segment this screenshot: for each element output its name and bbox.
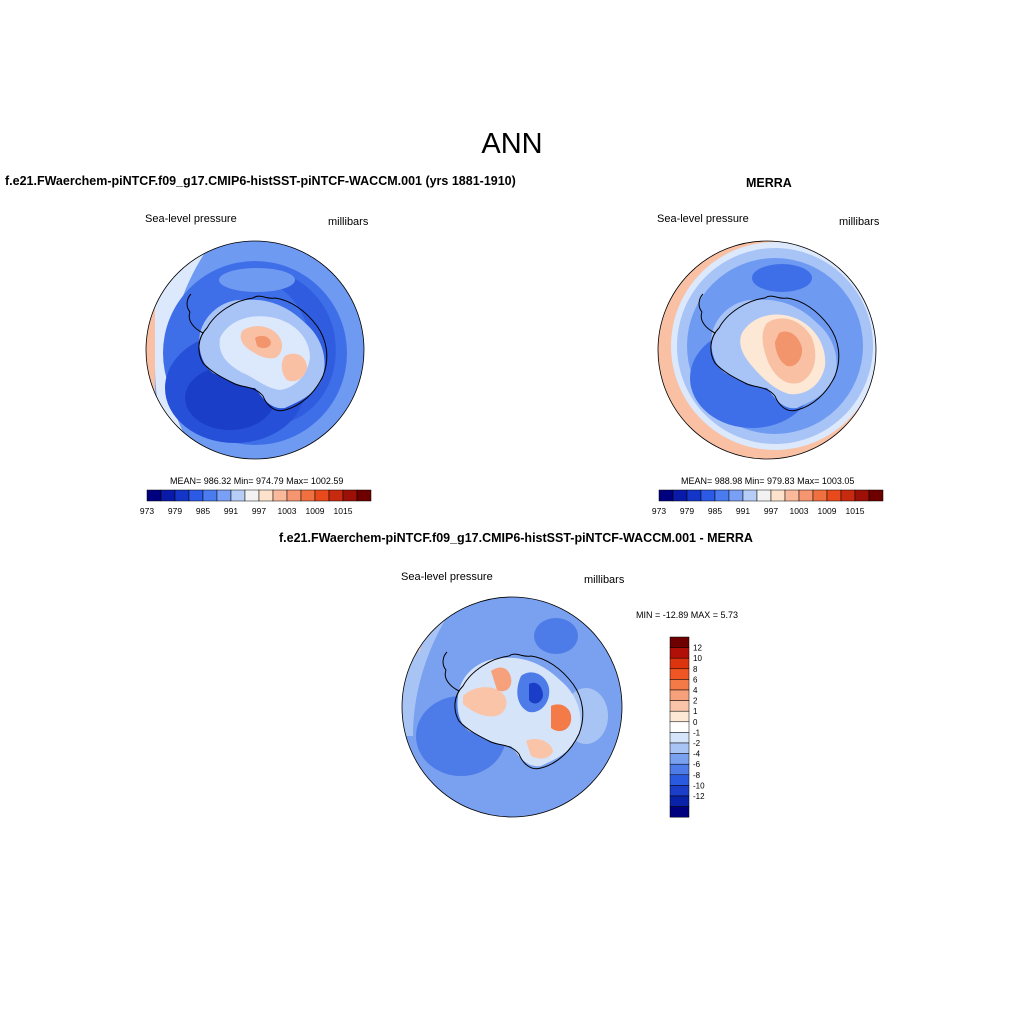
right-colorbar-tick-label: 1003 — [790, 506, 809, 516]
right-colorbar-swatch — [840, 489, 856, 502]
right-colorbar-tick-label: 991 — [736, 506, 750, 516]
diff-colorbar-swatch — [669, 689, 690, 701]
right-colorbar-tick-label: 997 — [764, 506, 778, 516]
left-units-label: millibars — [328, 216, 369, 228]
figure-title: ANN — [481, 128, 543, 160]
right-colorbar-swatch — [812, 489, 828, 502]
left-colorbar-swatch — [328, 489, 344, 502]
right-variable-label: Sea-level pressure — [657, 213, 749, 225]
left-colorbar-tick-label: 973 — [140, 506, 154, 516]
right-colorbar-swatch — [854, 489, 870, 502]
right-colorbar-swatch — [686, 489, 702, 502]
diff-colorbar-tick-label: -2 — [693, 739, 701, 748]
left-polar-map — [145, 240, 365, 460]
right-colorbar: 973 979 985 991 997 1003 1009 1015 — [652, 489, 884, 516]
diff-colorbar-swatch — [669, 710, 690, 723]
diff-colorbar-swatch — [669, 753, 690, 765]
right-panel-title: MERRA — [746, 176, 792, 190]
diff-colorbar-swatch — [669, 732, 690, 744]
left-colorbar-swatch — [216, 489, 232, 502]
right-colorbar-swatch — [784, 489, 800, 502]
right-units-label: millibars — [839, 216, 880, 228]
left-colorbar-swatch — [188, 489, 204, 502]
right-colorbar-tick-label: 973 — [652, 506, 666, 516]
diff-colorbar-tick-label: 1 — [693, 707, 698, 716]
diff-colorbar-tick-label: 8 — [693, 665, 698, 674]
right-colorbar-swatch — [672, 489, 688, 502]
diff-panel-title: f.e21.FWaerchem-piNTCF.f09_g17.CMIP6-his… — [279, 531, 753, 545]
diff-colorbar-swatch — [669, 795, 690, 807]
diff-colorbar-tick-label: 10 — [693, 654, 702, 663]
left-colorbar-swatch — [202, 489, 218, 502]
diff-colorbar-tick-label: 2 — [693, 697, 698, 706]
diff-colorbar-swatch — [669, 785, 690, 797]
left-panel-title: f.e21.FWaerchem-piNTCF.f09_g17.CMIP6-his… — [5, 174, 516, 188]
right-polar-map — [657, 240, 877, 460]
left-colorbar-swatch — [244, 489, 260, 502]
left-colorbar-tick-label: 1003 — [278, 506, 297, 516]
diff-colorbar-tick-label: -1 — [693, 728, 701, 737]
diff-colorbar-swatch — [669, 700, 690, 712]
left-colorbar-swatch — [286, 489, 302, 502]
diff-colorbar-tick-label: -8 — [693, 771, 701, 780]
diff-colorbar-swatch — [669, 657, 690, 670]
right-colorbar-tick-label: 1015 — [846, 506, 865, 516]
left-colorbar-swatch — [314, 489, 330, 502]
left-colorbar-tick-label: 997 — [252, 506, 266, 516]
diff-colorbar-tick-label: -10 — [693, 781, 705, 790]
right-colorbar-swatch — [756, 489, 772, 502]
diff-colorbar-swatch — [669, 721, 690, 733]
diff-colorbar-tick-label: -12 — [693, 792, 705, 801]
diff-variable-label: Sea-level pressure — [401, 571, 493, 583]
right-colorbar-swatch — [770, 489, 786, 502]
right-colorbar-swatch — [868, 489, 884, 502]
diff-colorbar-tick-label: 0 — [693, 718, 698, 727]
left-colorbar-tick-label: 979 — [168, 506, 182, 516]
diff-colorbar-swatch — [669, 774, 690, 786]
left-colorbar-swatch — [272, 489, 288, 502]
right-colorbar-swatch — [700, 489, 716, 502]
left-colorbar-tick-label: 1015 — [334, 506, 353, 516]
diff-colorbar-swatch — [669, 668, 690, 680]
diff-colorbar-swatch — [669, 763, 690, 776]
left-colorbar-tick-label: 1009 — [306, 506, 325, 516]
right-colorbar-tick-label: 1009 — [818, 506, 837, 516]
diff-polar-map — [401, 596, 623, 818]
diff-colorbar-tick-label: 6 — [693, 675, 698, 684]
diff-units-label: millibars — [584, 574, 625, 586]
left-colorbar-swatch — [356, 489, 372, 502]
left-colorbar-swatch — [258, 489, 274, 502]
diff-stats: MIN = -12.89 MAX = 5.73 — [636, 610, 739, 620]
left-colorbar: 973 979 985 991 997 1003 1009 1015 — [140, 489, 372, 516]
right-colorbar-tick-label: 985 — [708, 506, 722, 516]
right-colorbar-swatch — [798, 489, 814, 502]
diff-colorbar-swatch — [669, 806, 690, 818]
right-colorbar-swatch — [826, 489, 842, 502]
left-colorbar-tick-label: 991 — [224, 506, 238, 516]
left-colorbar-swatch — [342, 489, 358, 502]
left-colorbar-swatch — [230, 489, 246, 502]
right-stats: MEAN= 988.98 Min= 979.83 Max= 1003.05 — [681, 476, 855, 486]
right-colorbar-swatch — [658, 489, 674, 502]
diff-colorbar-tick-label: 4 — [693, 686, 698, 695]
diff-colorbar-swatch — [669, 679, 690, 691]
left-stats: MEAN= 986.32 Min= 974.79 Max= 1002.59 — [170, 476, 344, 486]
left-colorbar-swatch — [160, 489, 176, 502]
right-colorbar-tick-label: 979 — [680, 506, 694, 516]
right-colorbar-swatch — [728, 489, 744, 502]
left-colorbar-tick-label: 985 — [196, 506, 210, 516]
diff-colorbar-swatch — [669, 742, 690, 754]
left-colorbar-swatch — [300, 489, 316, 502]
left-colorbar-swatch — [174, 489, 190, 502]
diff-colorbar-tick-label: -4 — [693, 750, 701, 759]
diff-colorbar-tick-label: -6 — [693, 760, 701, 769]
diff-colorbar-tick-label: 12 — [693, 644, 702, 653]
diff-colorbar-swatch — [669, 636, 690, 648]
right-colorbar-swatch — [742, 489, 758, 502]
right-colorbar-swatch — [714, 489, 730, 502]
diff-colorbar-swatch — [669, 647, 690, 659]
left-variable-label: Sea-level pressure — [145, 213, 237, 225]
left-colorbar-swatch — [146, 489, 162, 502]
